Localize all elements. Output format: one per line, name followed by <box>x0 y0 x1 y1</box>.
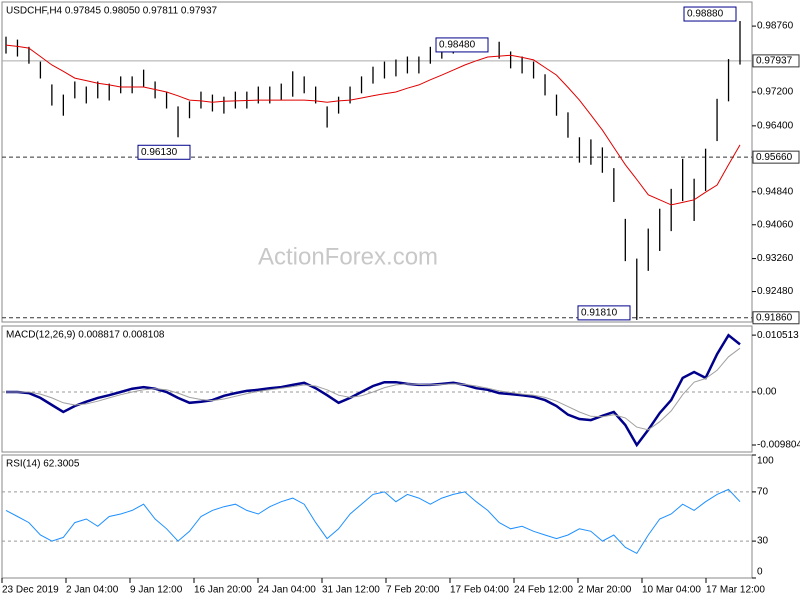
panel-title: RSI(14) 62.3005 <box>6 459 80 470</box>
annotation-label: 0.91810 <box>581 308 618 319</box>
watermark: ActionForex.com <box>258 243 438 270</box>
annotation-label: 0.98480 <box>439 40 476 51</box>
y-tick-label: 0.97200 <box>757 87 794 98</box>
y-tick-label: 0.92480 <box>757 286 794 297</box>
y-tick-label: 100 <box>757 456 774 467</box>
y-tick-label: 0.94840 <box>757 186 794 197</box>
x-tick-label: 31 Jan 12:00 <box>322 585 380 596</box>
panel-frame <box>1 325 753 453</box>
x-tick-label: 9 Jan 12:00 <box>130 585 183 596</box>
y-tick-label: 0.98760 <box>757 21 794 32</box>
y-tick-label: 30 <box>757 536 769 547</box>
y-tick-label: 0.010513 <box>757 330 799 341</box>
y-tick-label: 0 <box>757 567 763 578</box>
panel-title: MACD(12,26,9) 0.008817 0.008108 <box>6 330 165 341</box>
annotation-box <box>577 305 631 321</box>
series-line <box>6 347 741 431</box>
x-tick-label: 10 Mar 04:00 <box>642 585 701 596</box>
y-tick-label: 0.00 <box>757 387 777 398</box>
y-tick-label: 70 <box>757 487 769 498</box>
x-tick-label: 17 Feb 04:00 <box>450 585 509 596</box>
x-tick-label: 2 Jan 04:00 <box>66 585 119 596</box>
x-tick-label: 17 Mar 12:00 <box>706 585 765 596</box>
y-tick-label: 0.94060 <box>757 219 794 230</box>
annotation-box <box>137 144 191 160</box>
level-label-box <box>752 311 800 325</box>
x-tick-label: 23 Dec 2019 <box>2 585 59 596</box>
level-label: 0.91860 <box>756 312 793 323</box>
series-line <box>5 44 741 206</box>
annotation-box <box>683 6 737 22</box>
panel-title: USDCHF,H4 0.97845 0.98050 0.97811 0.9793… <box>6 6 218 17</box>
level-label-box <box>752 150 800 164</box>
series-line <box>6 333 741 448</box>
y-tick-label: 0.93260 <box>757 253 794 264</box>
level-label: 0.97937 <box>756 56 793 67</box>
series-line <box>5 488 741 555</box>
panel-frame <box>1 454 753 579</box>
y-tick-label: -0.009804 <box>757 440 800 451</box>
x-tick-label: 24 Jan 04:00 <box>258 585 316 596</box>
y-tick-label: 0.96400 <box>757 120 794 131</box>
x-tick-label: 24 Feb 12:00 <box>514 585 573 596</box>
x-tick-label: 2 Mar 20:00 <box>578 585 632 596</box>
annotation-label: 0.96130 <box>141 147 178 158</box>
annotation-box <box>435 37 489 53</box>
x-tick-label: 7 Feb 20:00 <box>386 585 440 596</box>
level-label: 0.95660 <box>756 152 793 163</box>
x-tick-label: 16 Jan 20:00 <box>194 585 252 596</box>
level-label-box <box>752 54 800 68</box>
annotation-label: 0.98880 <box>687 9 724 20</box>
panel-frame <box>1 1 753 323</box>
